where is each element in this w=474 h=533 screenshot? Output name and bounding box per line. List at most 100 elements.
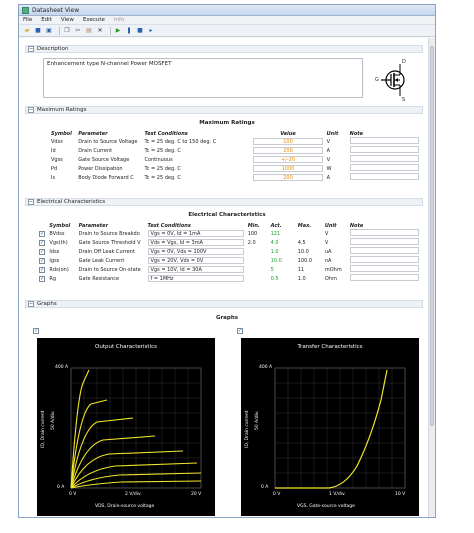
note-field[interactable]	[349, 247, 419, 254]
value-field[interactable]: 1000	[253, 165, 323, 172]
conditions-cell[interactable]: Vgs = 10V, Id = 30A	[146, 265, 246, 274]
row-checkbox-cell[interactable]: ✓	[37, 247, 47, 256]
value-cell[interactable]: 200	[251, 146, 324, 155]
conditions-cell[interactable]: Vgs = 0V, Id = 1mA	[146, 229, 246, 238]
vertical-scrollbar[interactable]	[428, 38, 435, 517]
value-cell[interactable]: 100	[251, 137, 324, 146]
conditions-field[interactable]: Vgs = 0V, Vds = 100V	[147, 248, 244, 255]
table-row: Vdss Drain to Source Voltage Tc = 25 deg. …	[49, 137, 421, 146]
symbol-cell: Pd	[51, 165, 58, 172]
conditions-cell[interactable]: f = 1MHz	[146, 274, 246, 283]
value-field[interactable]: 200	[253, 147, 323, 154]
section-description[interactable]: − Description	[25, 45, 423, 53]
act-cell: 1.0	[270, 248, 279, 255]
conditions-cell: Tc = 25 deg. C	[144, 174, 181, 181]
step-icon[interactable]: ▸	[149, 26, 153, 34]
menu-execute[interactable]: Execute	[82, 17, 105, 23]
output-x-axis-label: VDS, Drain-source voltage	[95, 504, 155, 509]
run-icon[interactable]: ▶	[115, 26, 121, 34]
parameter-cell: Drain Current	[78, 147, 113, 154]
note-field[interactable]	[349, 274, 419, 281]
section-max-ratings[interactable]: − Maximum Ratings	[25, 106, 423, 114]
note-field[interactable]	[349, 164, 419, 171]
note-field[interactable]	[349, 238, 419, 245]
output-x-left: 0 V	[69, 492, 77, 497]
parameter-cell: Body Diode Forward C	[78, 174, 134, 181]
save-icon[interactable]: ■	[35, 26, 41, 34]
scrollbar-thumb[interactable]	[430, 46, 434, 426]
output-graph-checkbox[interactable]: ✓	[33, 328, 39, 334]
note-field[interactable]	[349, 256, 419, 263]
value-cell[interactable]: 200	[251, 173, 324, 182]
row-checkbox[interactable]: ✓	[39, 230, 45, 237]
note-cell[interactable]	[348, 238, 421, 247]
table-row: ✓ Vgs(th) Gate Source Threshold V Vds = Vgs…	[37, 238, 421, 247]
value-cell[interactable]: 1000	[251, 164, 324, 173]
menu-view[interactable]: View	[60, 17, 74, 23]
row-checkbox[interactable]: ✓	[39, 275, 45, 282]
section-graphs[interactable]: − Graphs	[25, 300, 423, 308]
copy-icon[interactable]: ❐	[64, 26, 70, 34]
pause-icon[interactable]: ❚	[126, 26, 132, 34]
conditions-cell[interactable]: Vds = Vgs, Id = 3mA	[146, 238, 246, 247]
row-checkbox-cell[interactable]: ✓	[37, 229, 47, 238]
conditions-field[interactable]: Vgs = 10V, Id = 30A	[147, 266, 244, 273]
note-field[interactable]	[349, 137, 419, 144]
note-field[interactable]	[349, 173, 419, 180]
note-field[interactable]	[349, 265, 419, 272]
row-checkbox-cell[interactable]: ✓	[37, 238, 47, 247]
parameter-cell: Gate Source Threshold V	[78, 239, 141, 246]
conditions-cell[interactable]: Vgs = 20V, Vds = 0V	[146, 256, 246, 265]
menu-info[interactable]: Info	[113, 17, 125, 23]
delete-icon[interactable]: ✕	[97, 26, 103, 34]
note-cell[interactable]	[348, 173, 421, 182]
value-field[interactable]: 100	[253, 138, 323, 145]
note-cell[interactable]	[348, 164, 421, 173]
row-checkbox[interactable]: ✓	[39, 239, 45, 246]
row-checkbox-cell[interactable]: ✓	[37, 256, 47, 265]
symbol-cell: Id	[51, 147, 56, 154]
row-checkbox-cell[interactable]: ✓	[37, 274, 47, 283]
conditions-field[interactable]: Vgs = 0V, Id = 1mA	[147, 230, 244, 237]
note-cell[interactable]	[348, 137, 421, 146]
value-cell[interactable]: +/-20	[251, 155, 324, 164]
stop-icon[interactable]: ■	[137, 26, 143, 34]
row-checkbox[interactable]: ✓	[39, 257, 45, 264]
conditions-field[interactable]: Vds = Vgs, Id = 3mA	[147, 239, 244, 246]
note-cell[interactable]	[348, 274, 421, 283]
collapse-icon[interactable]: −	[28, 199, 34, 205]
note-field[interactable]	[349, 146, 419, 153]
conditions-field[interactable]: f = 1MHz	[147, 275, 244, 282]
collapse-icon[interactable]: −	[28, 301, 34, 307]
value-field[interactable]: +/-20	[253, 156, 323, 163]
menu-file[interactable]: File	[23, 17, 33, 23]
description-field[interactable]: Enhancement type N-channel Power MOSFET	[43, 58, 363, 98]
unit-cell: V	[326, 156, 331, 163]
row-checkbox[interactable]: ✓	[39, 266, 45, 273]
transfer-graph-checkbox[interactable]: ✓	[237, 328, 243, 334]
conditions-field[interactable]: Vgs = 20V, Vds = 0V	[147, 257, 244, 264]
note-cell[interactable]	[348, 256, 421, 265]
paste-icon[interactable]: ▤	[86, 26, 92, 34]
cut-icon[interactable]: ✂	[75, 26, 81, 34]
note-cell[interactable]	[348, 155, 421, 164]
row-checkbox-cell[interactable]: ✓	[37, 265, 47, 274]
note-cell[interactable]	[348, 146, 421, 155]
value-field[interactable]: 200	[253, 174, 323, 181]
max-cell: 1.0	[297, 275, 306, 282]
note-cell[interactable]	[348, 247, 421, 256]
collapse-icon[interactable]: −	[28, 46, 34, 52]
note-cell[interactable]	[348, 265, 421, 274]
col-symbol: Symbol	[49, 222, 71, 229]
datasheet-window: Datasheet View File Edit View Execute In…	[18, 4, 436, 518]
note-field[interactable]	[349, 229, 419, 236]
note-field[interactable]	[349, 155, 419, 162]
conditions-cell[interactable]: Vgs = 0V, Vds = 100V	[146, 247, 246, 256]
collapse-icon[interactable]: −	[28, 107, 34, 113]
menu-edit[interactable]: Edit	[41, 17, 52, 23]
row-checkbox[interactable]: ✓	[39, 248, 45, 255]
open-folder-icon[interactable]: ▰	[24, 26, 30, 34]
save-as-icon[interactable]: ▣	[46, 26, 52, 34]
note-cell[interactable]	[348, 229, 421, 238]
section-electrical[interactable]: − Electrical Characteristics	[25, 198, 423, 206]
